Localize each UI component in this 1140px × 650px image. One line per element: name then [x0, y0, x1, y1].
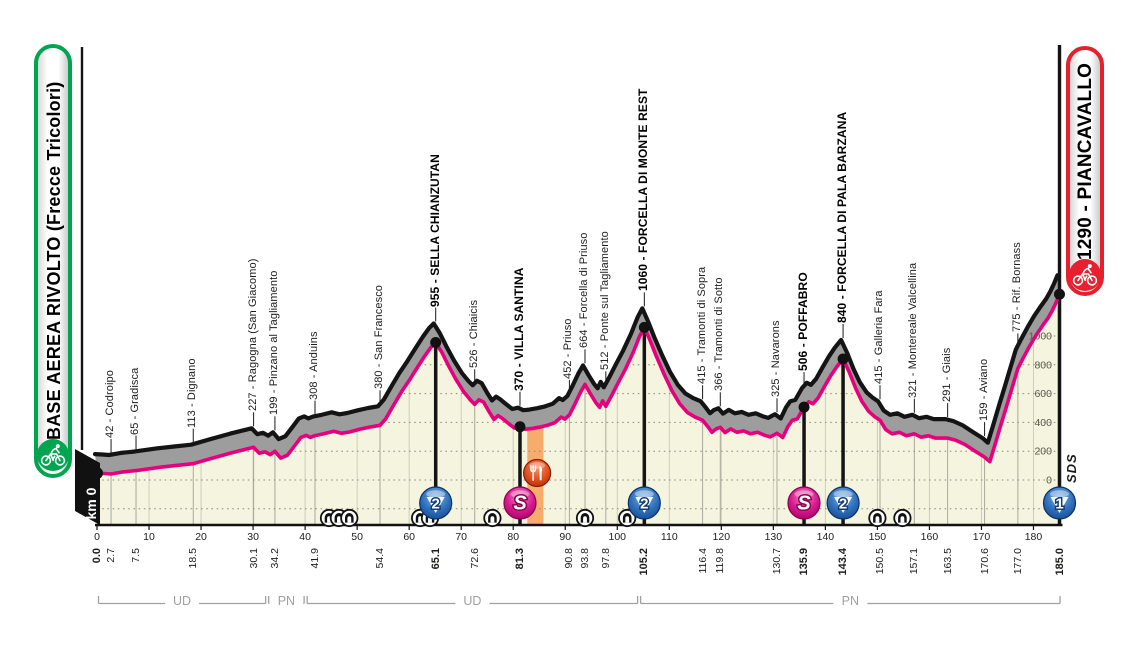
tunnel-icon	[868, 508, 887, 528]
area-fill	[97, 294, 1060, 525]
province-label: PN	[842, 594, 859, 608]
km0-marker: km 0	[75, 449, 100, 525]
x-axis-tick-label: 40	[299, 531, 311, 543]
svg-text:S: S	[797, 493, 811, 515]
tunnel-icon	[340, 508, 359, 528]
x-axis-tick-label: 140	[817, 531, 835, 543]
km0-label: km 0	[83, 487, 99, 519]
category-1-climb-icon: 1	[1042, 486, 1077, 520]
waypoint-dot	[798, 401, 810, 413]
y-axis-tick-label: 1000	[1029, 331, 1053, 343]
svg-text:1: 1	[1055, 496, 1063, 513]
province-bracket	[639, 596, 1061, 605]
x-axis-tick-label: 170	[973, 531, 991, 543]
finish-banner	[1066, 46, 1104, 296]
tunnel-icon	[411, 508, 430, 528]
signature: SDS	[1064, 453, 1079, 483]
profile-shadow	[95, 275, 1060, 474]
cyclist-icon	[1072, 264, 1098, 286]
start-cyclist-badge	[37, 439, 69, 471]
waypoint-dot	[837, 353, 849, 365]
profile-outline	[92, 273, 1060, 458]
finish-cyclist-badge	[1069, 259, 1101, 291]
category-2-climb-icon: 2	[826, 486, 860, 520]
tunnel-icon	[575, 508, 595, 528]
x-axis-tick-label: 30	[247, 531, 259, 543]
province-bracket	[97, 596, 267, 605]
y-axis-tick-label: 800	[1034, 359, 1052, 371]
x-axis-tick-label: 120	[713, 531, 731, 543]
x-axis-tick-label: 180	[1025, 531, 1043, 543]
category-2-climb-icon: 2	[419, 486, 453, 520]
tunnel-icon	[618, 508, 637, 528]
x-axis-tick-label: 10	[143, 531, 155, 543]
svg-text:S: S	[513, 493, 527, 515]
category-2-climb-icon: 2	[627, 486, 661, 520]
x-axis-tick-label: 90	[559, 531, 571, 543]
svg-text:2: 2	[640, 496, 648, 513]
cyclist-icon	[40, 444, 66, 466]
waypoint-dot	[514, 421, 526, 433]
y-axis-tick-label: 0	[1046, 475, 1052, 487]
x-axis-tick-label: 20	[195, 531, 207, 543]
feed-zone-band	[527, 294, 544, 525]
start-banner	[34, 44, 72, 478]
elevation-profile-line	[95, 292, 1062, 476]
start-banner-label: BASE AEREA RIVOLTO (Frecce Tricolori)	[44, 81, 64, 440]
x-axis-tick-label: 100	[609, 531, 627, 543]
x-axis-tick-label: 150	[869, 531, 887, 543]
svg-text:2: 2	[839, 496, 847, 513]
svg-text:2: 2	[432, 496, 440, 513]
y-axis-tick-label: 600	[1034, 388, 1052, 400]
province-bracket	[267, 596, 305, 605]
finish-banner-label: 1290 - PIANCAVALLO	[1075, 62, 1096, 260]
x-axis-tick-label: 70	[455, 531, 467, 543]
tunnel-icon	[483, 508, 502, 528]
x-axis-tick-label: 50	[351, 531, 363, 543]
x-axis-tick-label: 80	[507, 531, 519, 543]
x-axis-tick-label: 160	[921, 531, 939, 543]
x-axis-tick-label: 110	[661, 531, 678, 543]
x-axis-tick-label: 0	[94, 531, 100, 543]
x-axis-tick-label: 130	[765, 531, 783, 543]
feed-zone-icon	[522, 458, 552, 488]
y-axis-tick-label: 400	[1034, 417, 1052, 429]
province-bracket	[306, 596, 639, 605]
generated-chart-layer: 0 10 20 30 40 50 60 70 80 90 100 110 120 130 140 150 160…	[91, 273, 1077, 608]
province-label: UD	[173, 594, 191, 608]
tunnel-icon	[893, 508, 912, 528]
sprint-icon: S	[503, 486, 537, 520]
province-label: UD	[463, 594, 481, 608]
province-label: PN	[278, 594, 295, 608]
waypoint-dot	[430, 336, 442, 348]
x-axis-tick-label: 60	[403, 531, 415, 543]
sprint-icon: S	[787, 486, 821, 520]
waypoint-dot	[638, 321, 650, 333]
y-axis-tick-label: 200	[1034, 446, 1052, 458]
